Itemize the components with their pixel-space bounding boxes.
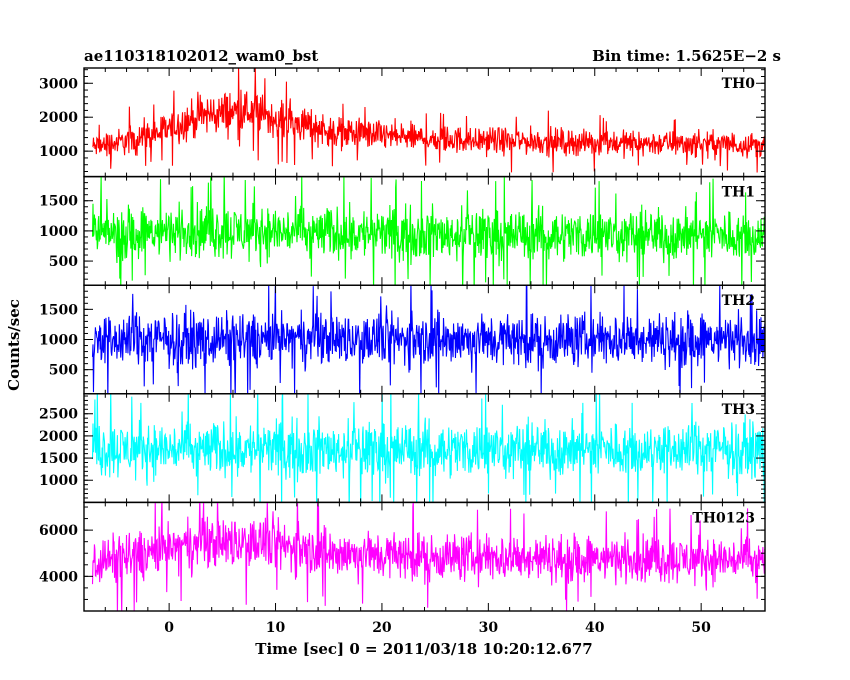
series-th2-line <box>91 285 765 394</box>
panel-th0123: 4000 6000 TH0123 <box>39 501 766 612</box>
x-tick-label: 20 <box>372 620 392 636</box>
y-tick-label: 1500 <box>39 302 78 318</box>
x-axis: 0 10 20 30 40 50 <box>164 620 711 636</box>
panel-th1: 500 1000 1500 TH1 <box>39 175 766 286</box>
y-tick-label: 2000 <box>39 429 78 445</box>
y-axis-label: Counts/sec <box>5 299 23 391</box>
panel-th3: 1000 1500 2000 2500 TH3 <box>39 393 766 504</box>
y-tick-label: 1000 <box>39 144 78 160</box>
x-tick-label: 0 <box>164 620 174 636</box>
panel-label-th1: TH1 <box>722 185 755 201</box>
y-tick-label: 500 <box>49 363 78 379</box>
panel-th2: 500 1000 1500 TH2 <box>39 284 766 395</box>
panel-label-th0123: TH0123 <box>692 510 755 526</box>
x-tick-label: 40 <box>585 620 605 636</box>
x-tick-label: 50 <box>691 620 711 636</box>
y-tick-label: 1000 <box>39 224 78 240</box>
y-tick-label: 1500 <box>39 451 78 467</box>
y-tick-label: 1000 <box>39 473 78 489</box>
panel-label-th2: TH2 <box>722 293 755 309</box>
y-tick-label: 500 <box>49 254 78 270</box>
panel-label-th3: TH3 <box>722 402 755 418</box>
panel-label-th0: TH0 <box>722 76 756 92</box>
y-tick-label: 2500 <box>39 407 78 423</box>
y-tick-label: 6000 <box>39 523 78 539</box>
y-tick-label: 3000 <box>39 76 78 92</box>
y-tick-label: 4000 <box>39 569 78 585</box>
series-th3-line <box>91 393 765 503</box>
panel-th0: 1000 2000 3000 TH0 <box>39 67 766 178</box>
y-tick-label: 2000 <box>39 110 78 126</box>
x-tick-label: 30 <box>479 620 499 636</box>
x-tick-label: 10 <box>266 620 286 636</box>
series-th0123-line <box>91 502 765 611</box>
x-axis-label: Time [sec] 0 = 2011/03/18 10:20:12.677 <box>255 640 592 658</box>
series-th0-line <box>92 68 765 173</box>
series-th1-line <box>91 176 765 286</box>
chart-title: ae110318102012_wam0_bst <box>84 47 318 65</box>
y-tick-label: 1000 <box>39 333 78 349</box>
bin-time-label: Bin time: 1.5625E−2 s <box>592 47 781 65</box>
panel-stack: 1000 2000 3000 TH0 500 1000 1500 TH1 500 1000 1500… <box>39 67 766 612</box>
y-tick-label: 1500 <box>39 194 78 210</box>
